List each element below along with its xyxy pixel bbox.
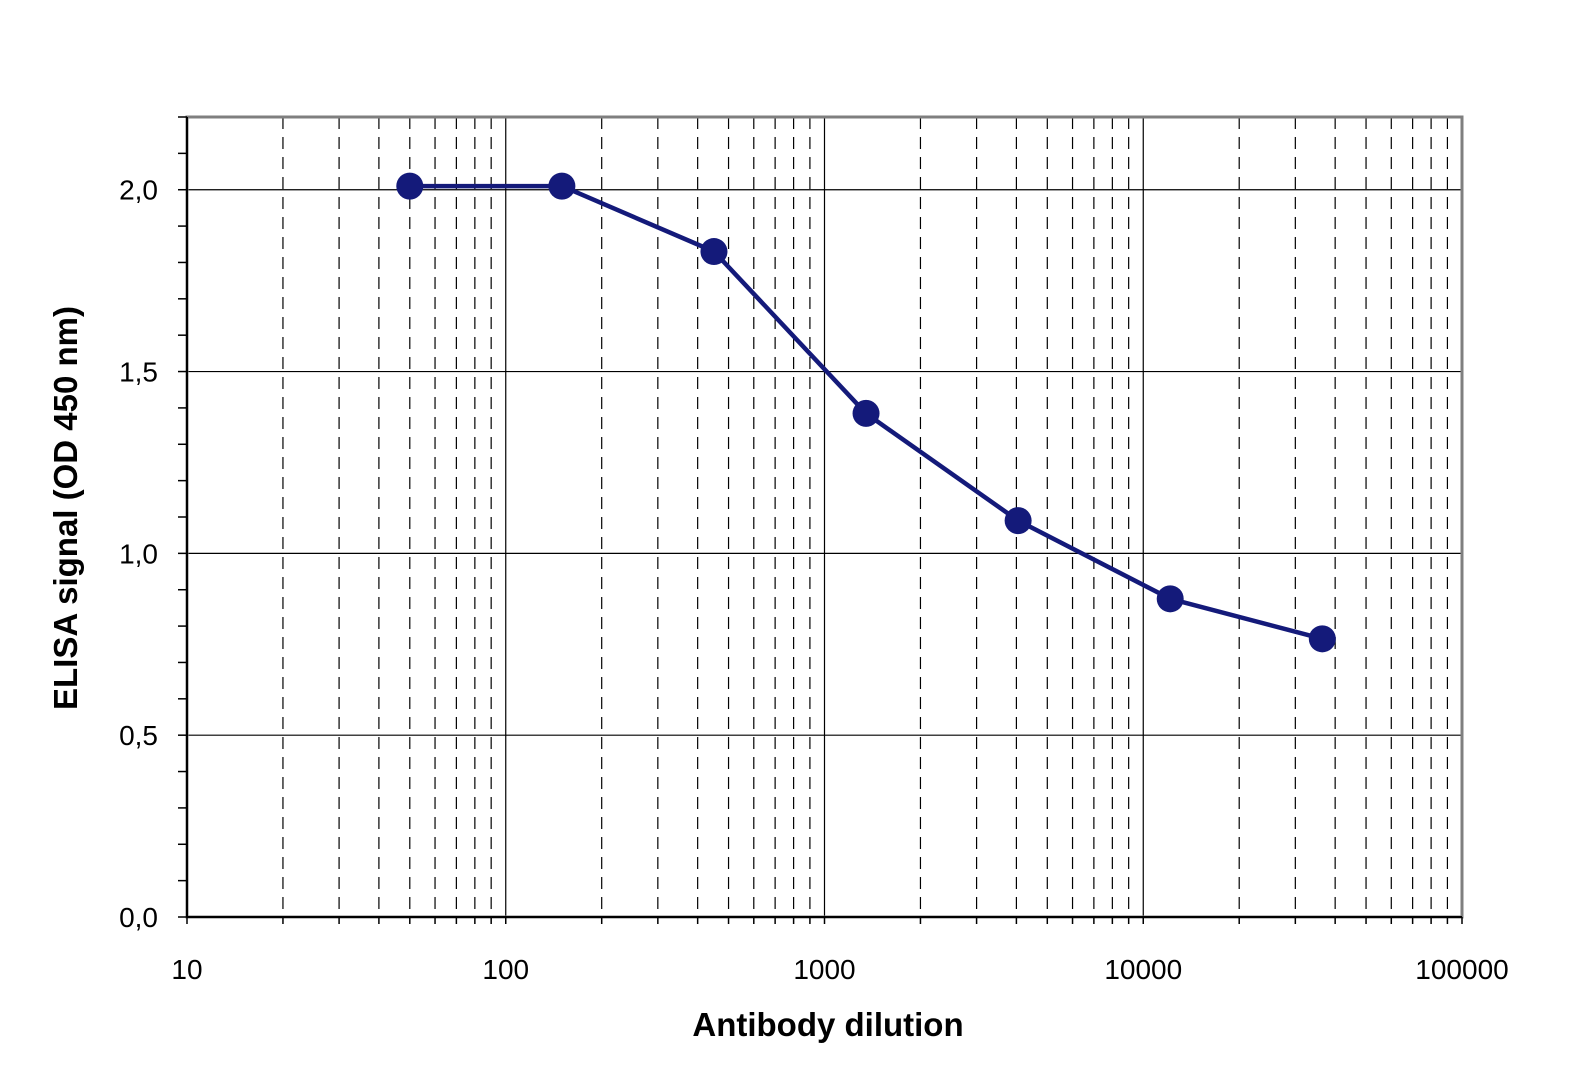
x-tick-label: 10 [171, 954, 202, 985]
grid-layer [186, 117, 1463, 918]
series-layer [396, 172, 1336, 653]
data-point [1308, 625, 1336, 653]
axis-layer [178, 116, 1463, 924]
x-tick-label: 100 [482, 954, 529, 985]
data-point [548, 172, 576, 200]
x-tick-label: 100000 [1415, 954, 1508, 985]
data-point [1004, 507, 1032, 535]
data-point [1156, 585, 1184, 613]
data-point [852, 399, 880, 427]
y-tick-label: 0,0 [119, 902, 158, 933]
x-axis-title: Antibody dilution [692, 1006, 963, 1043]
y-axis-title: ELISA signal (OD 450 nm) [47, 306, 84, 710]
y-tick-label: 0,5 [119, 720, 158, 751]
y-tick-label: 1,0 [119, 538, 158, 569]
x-tick-label: 1000 [793, 954, 855, 985]
data-point [700, 238, 728, 266]
data-point [396, 172, 424, 200]
y-tick-label: 1,5 [119, 357, 158, 388]
label-layer: 0,0 0,5 1,0 1,5 2,0 10 100 1000 10000 100000 [119, 175, 1509, 985]
y-tick-label: 2,0 [119, 175, 158, 206]
x-tick-label: 10000 [1104, 954, 1182, 985]
